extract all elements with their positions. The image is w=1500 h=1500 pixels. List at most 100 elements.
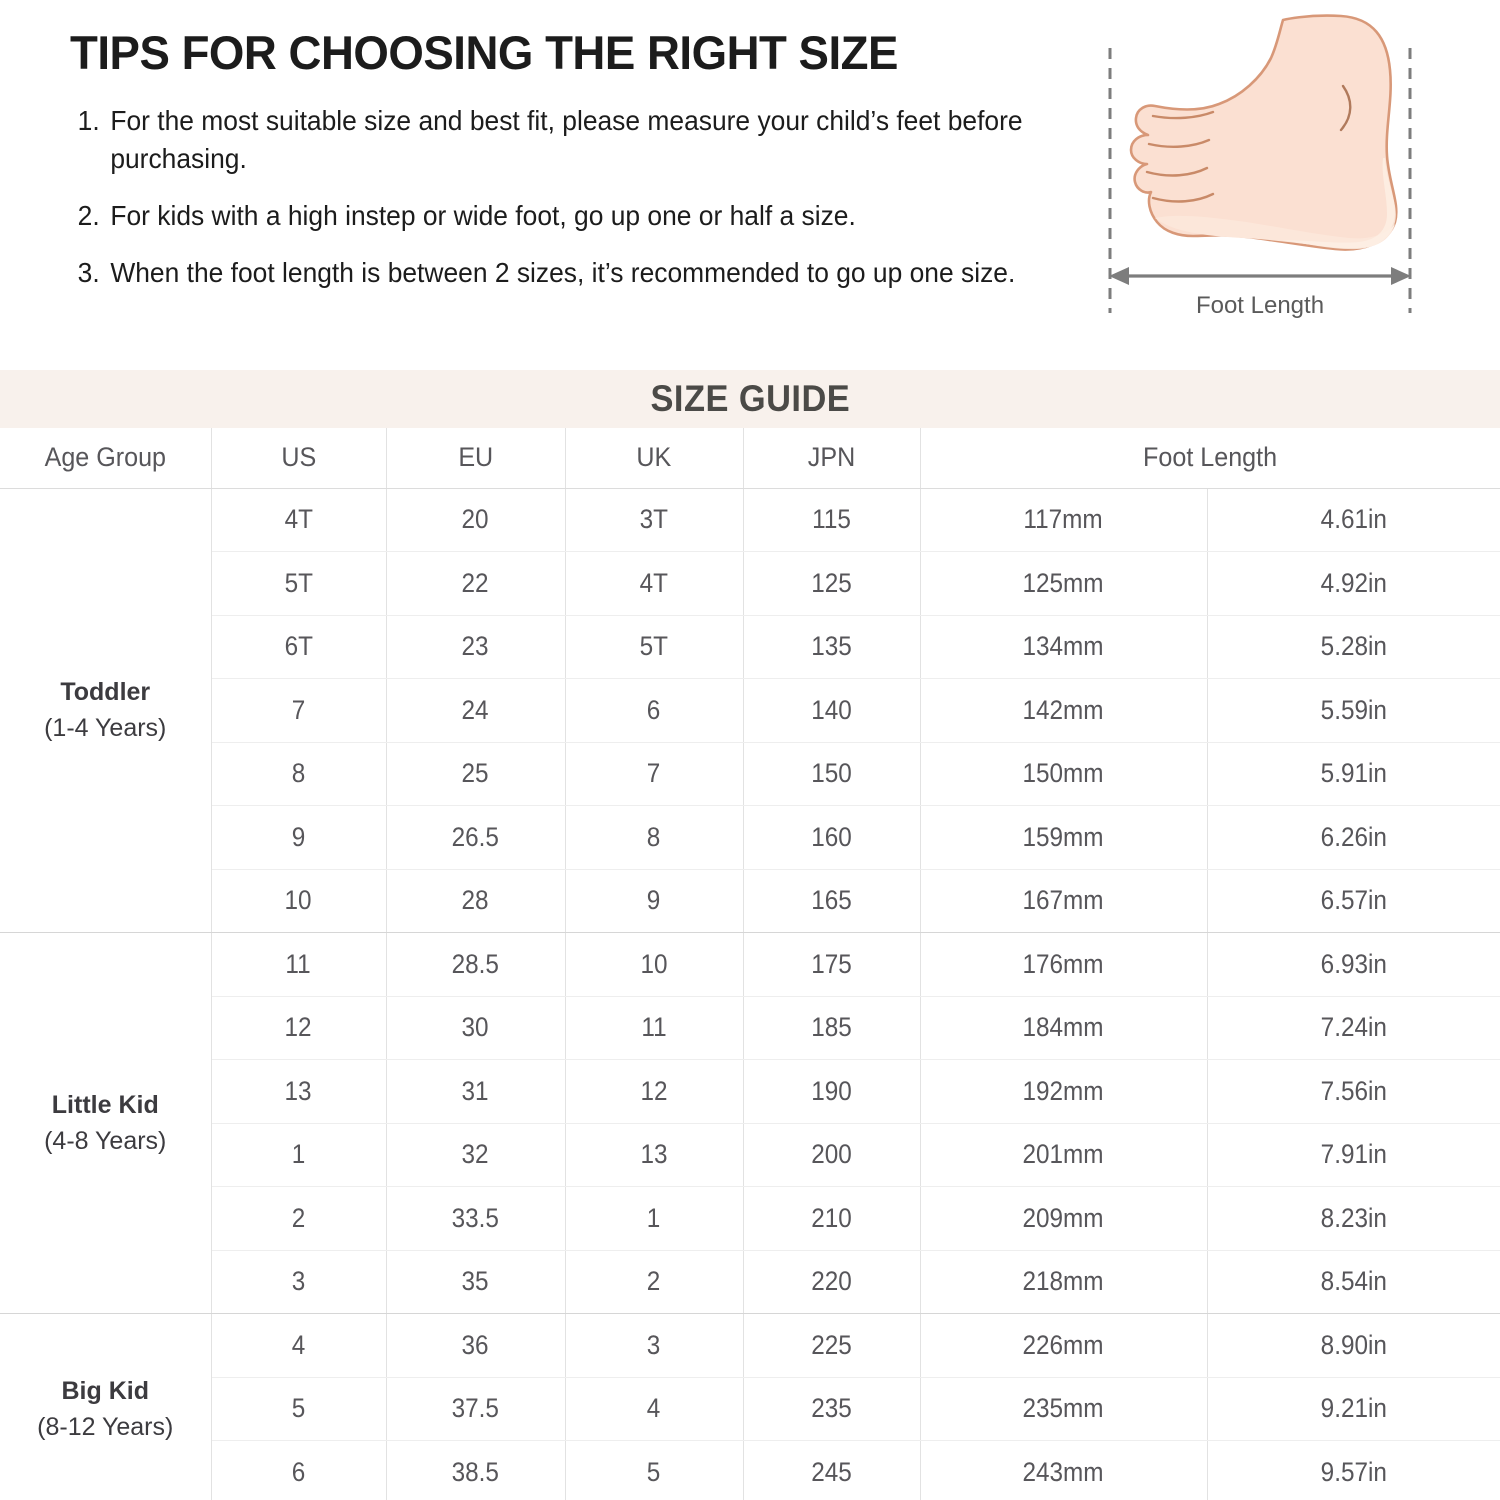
cell-us-size: 3 (211, 1250, 387, 1314)
cell-eu-size: 32 (386, 1123, 566, 1187)
tips-list: 1. For the most suitable size and best f… (70, 102, 1080, 292)
cell-value: 4 (291, 1329, 306, 1360)
cell-foot-length-in: 8.90in (1207, 1313, 1500, 1378)
foot-measure-diagram: Foot Length (1095, 8, 1495, 348)
cell-foot-length-in: 5.59in (1207, 678, 1500, 743)
foot-length-caption: Foot Length (1196, 292, 1324, 319)
cell-value: 185 (811, 1012, 852, 1043)
cell-value: 7 (291, 694, 306, 725)
cell-value: 20 (461, 504, 490, 535)
cell-value: 192mm (1022, 1075, 1105, 1106)
cell-us-size: 2 (211, 1186, 387, 1251)
tip-item: 2. For kids with a high instep or wide f… (70, 197, 1040, 235)
cell-uk-size: 8 (565, 805, 744, 870)
cell-foot-length-in: 7.56in (1207, 1059, 1500, 1124)
cell-uk-size: 6 (565, 678, 744, 743)
cell-eu-size: 28.5 (386, 932, 566, 997)
cell-foot-length-in: 5.28in (1207, 615, 1500, 679)
cell-uk-size: 5 (565, 1440, 744, 1500)
cell-eu-size: 26.5 (386, 805, 566, 870)
header-label: UK (636, 442, 672, 473)
cell-jpn-size: 135 (743, 615, 921, 679)
cell-eu-size: 22 (386, 551, 566, 616)
cell-value: 5.28in (1320, 631, 1387, 662)
cell-jpn-size: 235 (743, 1377, 921, 1441)
age-group-years: (4-8 Years) (44, 1127, 167, 1155)
cell-uk-size: 7 (565, 742, 744, 806)
cell-foot-length-mm: 209mm (920, 1186, 1208, 1251)
cell-value: 175 (811, 948, 852, 979)
table-row: 6 38.5 5 245 243mm 9.57in (0, 1440, 1500, 1500)
cell-value: 6.93in (1320, 948, 1387, 979)
table-row: Toddler (1-4 Years) 4T 20 3T 115 117mm 4.61in (0, 488, 1500, 933)
cell-uk-size: 3T (565, 488, 744, 552)
cell-uk-size: 4 (565, 1377, 744, 1441)
cell-foot-length-mm: 218mm (920, 1250, 1208, 1314)
cell-value: 5.91in (1320, 758, 1387, 789)
header-label: JPN (807, 442, 856, 473)
cell-value: 6 (647, 694, 661, 725)
column-header-eu: EU (386, 428, 566, 489)
tip-text: For kids with a high instep or wide foot… (110, 199, 856, 231)
cell-foot-length-in: 9.21in (1207, 1377, 1500, 1441)
cell-value: 28.5 (451, 948, 500, 979)
cell-value: 117mm (1023, 504, 1104, 535)
header-label: US (281, 442, 316, 473)
cell-value: 135 (811, 631, 852, 662)
cell-value: 8.23in (1320, 1202, 1387, 1233)
cell-value: 7.91in (1320, 1139, 1387, 1170)
cell-value: 1 (647, 1202, 661, 1233)
cell-uk-size: 11 (565, 996, 744, 1060)
cell-eu-size: 37.5 (386, 1377, 566, 1441)
cell-value: 8 (647, 821, 661, 852)
column-header-jpn: JPN (743, 428, 921, 489)
cell-value: 5 (291, 1393, 306, 1424)
cell-value: 125 (811, 567, 852, 598)
cell-value: 160 (811, 821, 852, 852)
cell-value: 218mm (1022, 1266, 1105, 1297)
cell-foot-length-mm: 243mm (920, 1440, 1208, 1500)
cell-eu-size: 33.5 (386, 1186, 566, 1251)
cell-foot-length-in: 4.92in (1207, 551, 1500, 616)
age-group-cell: Little Kid (4-8 Years) (0, 932, 212, 1314)
cell-value: 11 (285, 948, 312, 979)
cell-us-size: 4T (211, 488, 387, 552)
cell-us-size: 6T (211, 615, 387, 679)
cell-value: 33.5 (451, 1202, 500, 1233)
cell-value: 3 (647, 1329, 661, 1360)
cell-foot-length-in: 9.57in (1207, 1440, 1500, 1500)
cell-foot-length-in: 6.93in (1207, 932, 1500, 997)
age-group-years: (1-4 Years) (44, 714, 167, 743)
table-row: 5T 22 4T 125 125mm 4.92in (0, 551, 1500, 616)
cell-jpn-size: 200 (743, 1123, 921, 1187)
cell-value: 5 (647, 1456, 661, 1487)
header-label: EU (458, 442, 493, 473)
cell-value: 184mm (1022, 1012, 1105, 1043)
cell-value: 7.56in (1320, 1075, 1387, 1106)
cell-value: 25 (461, 758, 490, 789)
tip-text: When the foot length is between 2 sizes,… (110, 256, 1016, 288)
cell-value: 134mm (1022, 631, 1105, 662)
cell-value: 5T (639, 631, 669, 662)
cell-value: 23 (461, 631, 490, 662)
foot-illustration-icon: Foot Length (1108, 14, 1412, 319)
cell-foot-length-mm: 176mm (920, 932, 1208, 997)
cell-value: 26.5 (451, 821, 500, 852)
table-row: 5 37.5 4 235 235mm 9.21in (0, 1377, 1500, 1441)
cell-uk-size: 10 (565, 932, 744, 997)
cell-foot-length-mm: 184mm (920, 996, 1208, 1060)
table-row: 1 32 13 200 201mm 7.91in (0, 1123, 1500, 1187)
table-body: Toddler (1-4 Years) 4T 20 3T 115 117mm 4.61in 5T… (0, 488, 1500, 1500)
cell-eu-size: 24 (386, 678, 566, 743)
cell-value: 9 (647, 885, 661, 916)
cell-value: 209mm (1022, 1202, 1105, 1233)
table-row: 12 30 11 185 184mm 7.24in (0, 996, 1500, 1060)
table-header-row: Age Group US EU UK JPN Foot Length (0, 428, 1500, 489)
cell-value: 28 (461, 885, 490, 916)
cell-foot-length-mm: 142mm (920, 678, 1208, 743)
cell-jpn-size: 225 (743, 1313, 921, 1378)
cell-value: 24 (461, 694, 490, 725)
cell-uk-size: 3 (565, 1313, 744, 1378)
age-group-name: Little Kid (51, 1090, 159, 1119)
cell-foot-length-mm: 150mm (920, 742, 1208, 806)
